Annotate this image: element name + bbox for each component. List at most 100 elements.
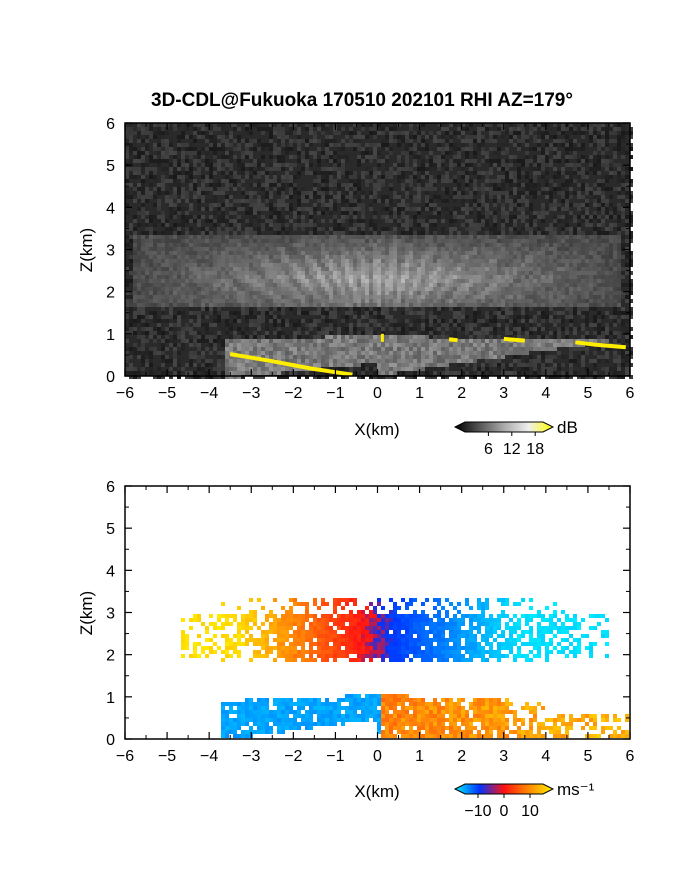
reflectivity-cell <box>177 163 181 167</box>
reflectivity-cell <box>285 243 289 247</box>
reflectivity-cell <box>317 223 321 227</box>
reflectivity-cell <box>273 147 277 151</box>
reflectivity-cell <box>261 319 265 323</box>
reflectivity-cell <box>213 255 217 259</box>
reflectivity-cell <box>533 235 537 239</box>
reflectivity-cell <box>285 287 289 291</box>
reflectivity-cell <box>169 187 173 191</box>
reflectivity-cell <box>281 195 285 199</box>
reflectivity-cell <box>337 175 341 179</box>
reflectivity-cell <box>377 171 381 175</box>
reflectivity-cell <box>321 239 325 243</box>
reflectivity-cell <box>369 223 373 227</box>
reflectivity-cell <box>189 147 193 151</box>
reflectivity-cell <box>473 319 477 323</box>
reflectivity-cell <box>317 235 321 239</box>
reflectivity-cell <box>597 199 601 203</box>
reflectivity-cell <box>221 279 225 283</box>
reflectivity-cell <box>213 307 217 311</box>
reflectivity-cell <box>553 275 557 279</box>
reflectivity-cell <box>321 171 325 175</box>
reflectivity-cell <box>317 287 321 291</box>
reflectivity-cell <box>245 151 249 155</box>
reflectivity-cell <box>457 275 461 279</box>
reflectivity-cell <box>129 291 133 295</box>
reflectivity-cell <box>181 163 185 167</box>
reflectivity-cell <box>325 231 329 235</box>
reflectivity-cell <box>189 155 193 159</box>
reflectivity-cell <box>201 227 205 231</box>
reflectivity-cell <box>377 219 381 223</box>
reflectivity-cell <box>397 287 401 291</box>
reflectivity-cell <box>305 295 309 299</box>
reflectivity-cell <box>421 183 425 187</box>
reflectivity-cell <box>485 267 489 271</box>
reflectivity-cell <box>501 143 505 147</box>
reflectivity-cell <box>533 123 537 127</box>
reflectivity-cell <box>569 315 573 319</box>
reflectivity-cell <box>497 155 501 159</box>
reflectivity-cell <box>393 135 397 139</box>
reflectivity-cell <box>189 135 193 139</box>
reflectivity-cell <box>413 155 417 159</box>
reflectivity-cell <box>517 299 521 303</box>
reflectivity-cell <box>577 259 581 263</box>
reflectivity-cell <box>477 147 481 151</box>
reflectivity-cell <box>285 247 289 251</box>
reflectivity-cell <box>281 227 285 231</box>
reflectivity-cell <box>389 203 393 207</box>
reflectivity-cell <box>413 147 417 151</box>
reflectivity-cell <box>569 283 573 287</box>
reflectivity-cell <box>285 147 289 151</box>
reflectivity-cell <box>417 227 421 231</box>
reflectivity-cell <box>417 223 421 227</box>
reflectivity-cell <box>341 279 345 283</box>
reflectivity-cell <box>141 219 145 223</box>
reflectivity-cell <box>429 187 433 191</box>
reflectivity-cell <box>445 191 449 195</box>
reflectivity-cell <box>609 275 613 279</box>
reflectivity-cell <box>261 203 265 207</box>
reflectivity-cell <box>373 271 377 275</box>
reflectivity-cell <box>357 287 361 291</box>
reflectivity-cell <box>329 163 333 167</box>
reflectivity-cell <box>417 247 421 251</box>
reflectivity-cell <box>241 251 245 255</box>
reflectivity-cell <box>365 171 369 175</box>
reflectivity-cell <box>233 139 237 143</box>
reflectivity-cell <box>605 283 609 287</box>
reflectivity-cell <box>573 231 577 235</box>
reflectivity-cell <box>317 299 321 303</box>
reflectivity-cell <box>277 147 281 151</box>
reflectivity-cell <box>545 243 549 247</box>
reflectivity-cell <box>345 291 349 295</box>
reflectivity-cell <box>157 203 161 207</box>
reflectivity-cell <box>285 291 289 295</box>
reflectivity-cell <box>237 259 241 263</box>
reflectivity-cell <box>325 243 329 247</box>
reflectivity-cell <box>181 215 185 219</box>
reflectivity-cell <box>473 255 477 259</box>
reflectivity-cell <box>501 271 505 275</box>
reflectivity-cell <box>629 315 633 319</box>
reflectivity-cell <box>217 255 221 259</box>
reflectivity-cell <box>141 267 145 271</box>
reflectivity-cell <box>585 203 589 207</box>
reflectivity-cell <box>177 139 181 143</box>
reflectivity-cell <box>229 311 233 315</box>
reflectivity-cell <box>489 171 493 175</box>
reflectivity-cell <box>573 303 577 307</box>
reflectivity-cell <box>305 139 309 143</box>
reflectivity-cell <box>285 171 289 175</box>
reflectivity-cell <box>453 147 457 151</box>
reflectivity-cell <box>245 267 249 271</box>
reflectivity-cell <box>221 207 225 211</box>
reflectivity-cell <box>509 219 513 223</box>
reflectivity-cell <box>437 207 441 211</box>
reflectivity-cell <box>321 275 325 279</box>
reflectivity-cell <box>569 203 573 207</box>
reflectivity-cell <box>321 291 325 295</box>
reflectivity-cell <box>205 179 209 183</box>
reflectivity-cell <box>481 279 485 283</box>
reflectivity-cell <box>545 287 549 291</box>
